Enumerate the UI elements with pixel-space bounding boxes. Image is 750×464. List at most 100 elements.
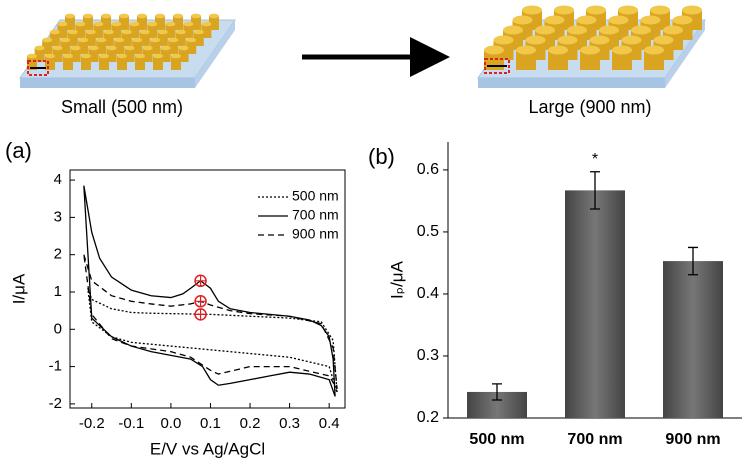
y-axis-label: I/μA: [9, 273, 28, 304]
pillar-top: [45, 53, 55, 59]
peak-marker: [194, 308, 207, 321]
y-tick-label: 3: [54, 208, 62, 225]
pillar: [34, 48, 45, 62]
pillar-top: [153, 53, 163, 59]
pillar-top: [132, 37, 143, 43]
y-tick-label: 0.2: [417, 409, 439, 426]
pillar: [93, 24, 104, 38]
x-axis-label: E/V vs Ag/AgCl: [150, 439, 265, 458]
x-tick-label: 0.3: [279, 415, 300, 432]
bar: [663, 261, 723, 418]
pillar: [45, 56, 55, 70]
pillar-top: [121, 29, 132, 35]
panel-label: (a): [5, 138, 32, 163]
pillar: [78, 40, 89, 54]
x-tick-label: 500 nm: [469, 431, 524, 448]
pillar-top: [106, 45, 117, 51]
pillar-top: [135, 53, 145, 59]
pillar-top: [191, 13, 201, 19]
legend-label: 900 nm: [292, 226, 339, 242]
y-tick-label: 0: [54, 320, 62, 337]
pillar-top: [663, 25, 683, 35]
y-tick-label: 0.6: [417, 161, 439, 178]
pillar: [111, 24, 122, 38]
pillar-top: [503, 25, 523, 35]
pillar: [178, 48, 189, 62]
pillar-top: [193, 29, 204, 35]
pillar-top: [114, 37, 125, 43]
pillar: [114, 40, 125, 54]
pillar: [63, 56, 73, 70]
pillar: [153, 56, 163, 70]
pillar: [96, 40, 107, 54]
pillar-top: [612, 45, 632, 55]
pillar-top: [103, 29, 114, 35]
pillar: [580, 50, 600, 70]
pillar-top: [672, 15, 693, 25]
pillar-top: [93, 21, 104, 27]
y-tick-label: 0.3: [417, 347, 439, 364]
pillar-top: [209, 13, 219, 19]
pillar-top: [484, 45, 504, 55]
legend-label: 500 nm: [292, 188, 339, 204]
pillar-top: [186, 37, 197, 43]
pillar-top: [576, 15, 597, 25]
pillar: [516, 50, 536, 70]
pillar: [57, 24, 68, 38]
pillar: [88, 48, 99, 62]
pillar-top: [168, 37, 179, 43]
peak-cross: [195, 275, 207, 287]
pillar: [193, 32, 204, 46]
pillar-top: [183, 21, 194, 27]
pillar-top: [589, 35, 610, 45]
pillar-top: [34, 45, 45, 51]
highlight-box: [484, 58, 510, 74]
pillar-top: [554, 5, 574, 15]
pillar: [139, 32, 150, 46]
pillar: [85, 32, 96, 46]
pillar-top: [544, 15, 565, 25]
pillar-top: [78, 37, 89, 43]
pillar-top: [516, 45, 536, 55]
pillar-top: [160, 45, 171, 51]
plate-right-edge: [665, 20, 705, 88]
pillar: [65, 16, 75, 30]
pillar-top: [85, 29, 96, 35]
pillar: [60, 40, 71, 54]
pillar-top: [155, 13, 165, 19]
pillar-top: [171, 53, 181, 59]
bar: [565, 190, 625, 418]
error-bar: [590, 171, 600, 210]
plate-left-side: [20, 78, 195, 88]
pillar: [52, 48, 63, 62]
pillar: [129, 24, 140, 38]
error-bar: [688, 246, 698, 276]
pillar: [191, 16, 201, 30]
pillar-top: [52, 45, 63, 51]
pillar-top: [157, 29, 168, 35]
x-tick-label: 0.4: [319, 415, 340, 432]
x-tick-label: 0.2: [240, 415, 261, 432]
pillar-top: [557, 35, 578, 45]
pillar-top: [65, 13, 75, 19]
cv-curve: [83, 185, 336, 397]
pillar-top: [63, 53, 73, 59]
pillar: [160, 48, 171, 62]
pillar-top: [83, 13, 93, 19]
pillar: [612, 50, 632, 70]
pillar: [183, 24, 194, 38]
pillar-top: [42, 37, 53, 43]
pillar: [201, 24, 212, 38]
peak-marker: [194, 274, 207, 288]
pillar: [75, 24, 86, 38]
pillar: [119, 16, 129, 30]
pillar: [49, 32, 60, 46]
pillar: [142, 48, 153, 62]
pillar: [171, 56, 181, 70]
schematic: Small (500 nm) Large (900 nm): [19, 5, 706, 117]
pillar-top: [147, 21, 158, 27]
pillar-top: [650, 5, 670, 15]
pillar: [548, 50, 568, 70]
pillar-top: [201, 21, 212, 27]
